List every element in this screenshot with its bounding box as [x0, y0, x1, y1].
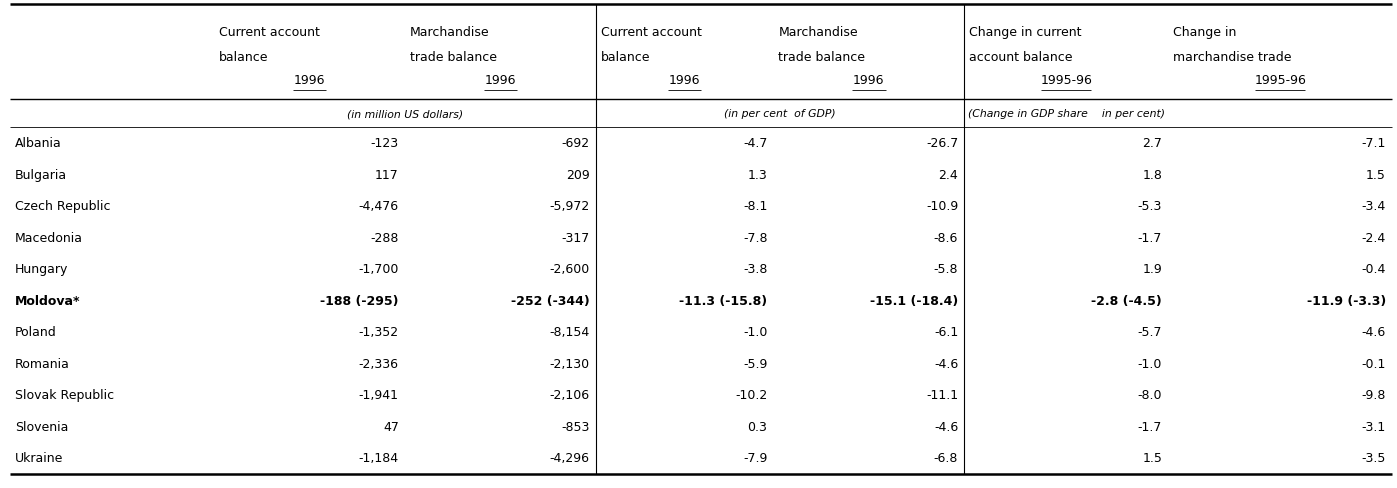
- Text: -10.9: -10.9: [926, 200, 958, 213]
- Text: balance: balance: [219, 51, 268, 64]
- Text: -1.0: -1.0: [1139, 357, 1162, 370]
- Text: -10.2: -10.2: [735, 388, 767, 402]
- Text: Slovenia: Slovenia: [15, 420, 68, 433]
- Text: -0.4: -0.4: [1362, 263, 1386, 276]
- Text: 2.7: 2.7: [1143, 137, 1162, 150]
- Text: Poland: Poland: [15, 325, 57, 339]
- Text: Marchandise: Marchandise: [778, 26, 858, 39]
- Text: Czech Republic: Czech Republic: [15, 200, 110, 213]
- Text: 1996: 1996: [854, 74, 884, 87]
- Text: 1996: 1996: [293, 74, 326, 87]
- Text: -1.0: -1.0: [743, 325, 767, 339]
- Text: 117: 117: [376, 168, 400, 182]
- Text: Change in: Change in: [1173, 26, 1236, 39]
- Text: -5,972: -5,972: [549, 200, 590, 213]
- Text: -692: -692: [562, 137, 590, 150]
- Text: -853: -853: [562, 420, 590, 433]
- Text: -1.7: -1.7: [1139, 231, 1162, 244]
- Text: -7.1: -7.1: [1362, 137, 1386, 150]
- Text: -4,296: -4,296: [549, 451, 590, 464]
- Text: 2.4: 2.4: [939, 168, 958, 182]
- Text: -11.3 (-15.8): -11.3 (-15.8): [679, 294, 767, 307]
- Text: -9.8: -9.8: [1362, 388, 1386, 402]
- Text: 1.5: 1.5: [1366, 168, 1386, 182]
- Text: -7.9: -7.9: [743, 451, 767, 464]
- Text: 1.3: 1.3: [747, 168, 767, 182]
- Text: -123: -123: [370, 137, 400, 150]
- Text: 1996: 1996: [669, 74, 700, 87]
- Text: (Change in GDP share    in per cent): (Change in GDP share in per cent): [968, 109, 1165, 119]
- Text: (in per cent  of GDP): (in per cent of GDP): [724, 109, 835, 119]
- Text: -15.1 (-18.4): -15.1 (-18.4): [870, 294, 958, 307]
- Text: -288: -288: [370, 231, 400, 244]
- Text: 1.5: 1.5: [1143, 451, 1162, 464]
- Text: -2.4: -2.4: [1362, 231, 1386, 244]
- Text: -2,336: -2,336: [359, 357, 400, 370]
- Text: 1996: 1996: [485, 74, 515, 87]
- Text: -3.5: -3.5: [1362, 451, 1386, 464]
- Text: -2,130: -2,130: [549, 357, 590, 370]
- Text: -8.0: -8.0: [1137, 388, 1162, 402]
- Text: marchandise trade: marchandise trade: [1173, 51, 1292, 64]
- Text: -4.7: -4.7: [743, 137, 767, 150]
- Text: -188 (-295): -188 (-295): [320, 294, 400, 307]
- Text: trade balance: trade balance: [778, 51, 865, 64]
- Text: Romania: Romania: [15, 357, 70, 370]
- Text: -252 (-344): -252 (-344): [511, 294, 590, 307]
- Text: -26.7: -26.7: [926, 137, 958, 150]
- Text: -317: -317: [562, 231, 590, 244]
- Text: -3.4: -3.4: [1362, 200, 1386, 213]
- Text: 209: 209: [566, 168, 590, 182]
- Text: 1.8: 1.8: [1143, 168, 1162, 182]
- Text: 1995-96: 1995-96: [1041, 74, 1092, 87]
- Text: (in million US dollars): (in million US dollars): [346, 109, 462, 119]
- Text: 0.3: 0.3: [747, 420, 767, 433]
- Text: Bulgaria: Bulgaria: [15, 168, 67, 182]
- Text: -1,700: -1,700: [359, 263, 400, 276]
- Text: Current account: Current account: [219, 26, 320, 39]
- Text: -4.6: -4.6: [935, 420, 958, 433]
- Text: account balance: account balance: [970, 51, 1073, 64]
- Text: -5.3: -5.3: [1139, 200, 1162, 213]
- Text: -3.8: -3.8: [743, 263, 767, 276]
- Text: -2.8 (-4.5): -2.8 (-4.5): [1091, 294, 1162, 307]
- Text: -5.8: -5.8: [933, 263, 958, 276]
- Text: 47: 47: [383, 420, 400, 433]
- Text: -8.1: -8.1: [743, 200, 767, 213]
- Text: Current account: Current account: [601, 26, 701, 39]
- Text: -0.1: -0.1: [1362, 357, 1386, 370]
- Text: Change in current: Change in current: [970, 26, 1081, 39]
- Text: -5.9: -5.9: [743, 357, 767, 370]
- Text: 1995-96: 1995-96: [1255, 74, 1306, 87]
- Text: Hungary: Hungary: [15, 263, 68, 276]
- Text: -2,106: -2,106: [549, 388, 590, 402]
- Text: Marchandise: Marchandise: [409, 26, 489, 39]
- Text: Ukraine: Ukraine: [15, 451, 63, 464]
- Text: -6.1: -6.1: [935, 325, 958, 339]
- Text: -8,154: -8,154: [549, 325, 590, 339]
- Text: -1,941: -1,941: [359, 388, 400, 402]
- Text: trade balance: trade balance: [409, 51, 497, 64]
- Text: 1.9: 1.9: [1143, 263, 1162, 276]
- Text: -1,184: -1,184: [359, 451, 400, 464]
- Text: -2,600: -2,600: [549, 263, 590, 276]
- Text: -4.6: -4.6: [935, 357, 958, 370]
- Text: -3.1: -3.1: [1362, 420, 1386, 433]
- Text: balance: balance: [601, 51, 650, 64]
- Text: Albania: Albania: [15, 137, 61, 150]
- Text: -4,476: -4,476: [359, 200, 400, 213]
- Text: Moldova*: Moldova*: [15, 294, 81, 307]
- Text: Slovak Republic: Slovak Republic: [15, 388, 115, 402]
- Text: -7.8: -7.8: [743, 231, 767, 244]
- Text: -6.8: -6.8: [933, 451, 958, 464]
- Text: -4.6: -4.6: [1362, 325, 1386, 339]
- Text: -8.6: -8.6: [933, 231, 958, 244]
- Text: -5.7: -5.7: [1137, 325, 1162, 339]
- Text: Macedonia: Macedonia: [15, 231, 82, 244]
- Text: -11.9 (-3.3): -11.9 (-3.3): [1306, 294, 1386, 307]
- Text: -1.7: -1.7: [1139, 420, 1162, 433]
- Text: -11.1: -11.1: [926, 388, 958, 402]
- Text: -1,352: -1,352: [359, 325, 400, 339]
